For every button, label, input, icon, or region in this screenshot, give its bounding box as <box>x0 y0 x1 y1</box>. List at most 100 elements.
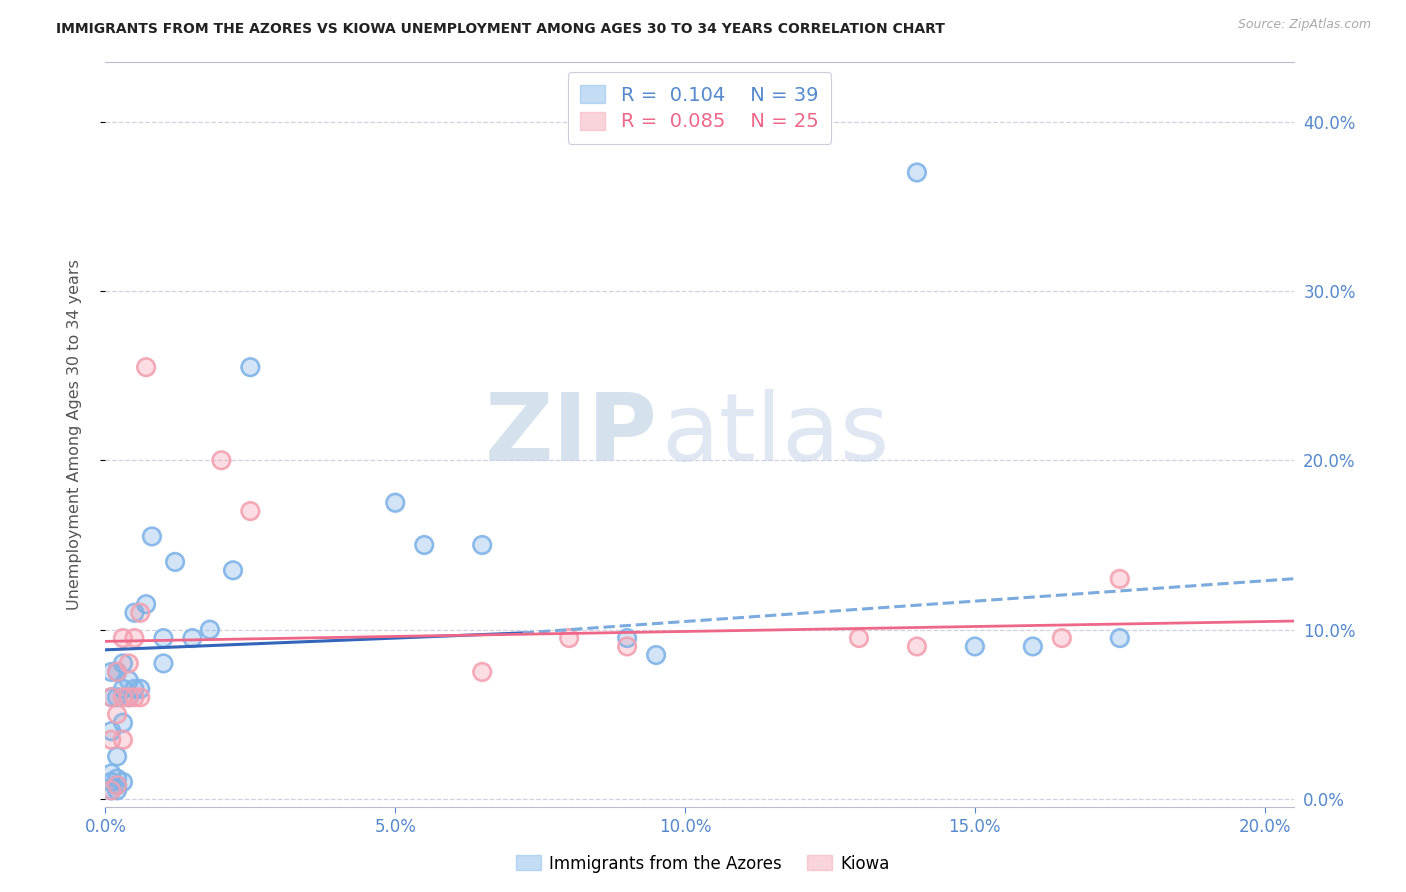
Point <box>124 690 146 705</box>
Point <box>222 563 245 577</box>
Point <box>111 690 134 705</box>
Point <box>100 775 122 789</box>
Point <box>111 681 134 696</box>
Point <box>105 665 128 679</box>
Point <box>117 657 139 671</box>
Point <box>105 665 128 679</box>
Point <box>181 631 204 645</box>
Point <box>111 681 134 696</box>
Point <box>1050 631 1073 645</box>
Point <box>100 783 122 797</box>
Point <box>105 772 128 786</box>
Legend: R =  0.104    N = 39, R =  0.085    N = 25: R = 0.104 N = 39, R = 0.085 N = 25 <box>568 72 831 145</box>
Point <box>100 775 122 789</box>
Point <box>111 715 134 730</box>
Point <box>209 453 232 467</box>
Point <box>111 631 134 645</box>
Point <box>100 783 122 797</box>
Point <box>105 783 128 797</box>
Point <box>141 529 163 543</box>
Point <box>111 775 134 789</box>
Point <box>645 648 668 662</box>
Point <box>105 778 128 792</box>
Point <box>1108 631 1130 645</box>
Point <box>124 606 146 620</box>
Point <box>1108 631 1130 645</box>
Point <box>105 749 128 764</box>
Point <box>905 165 928 179</box>
Point <box>135 360 157 375</box>
Point <box>105 665 128 679</box>
Point <box>152 631 174 645</box>
Point <box>129 681 152 696</box>
Point <box>616 631 638 645</box>
Point <box>100 690 122 705</box>
Point <box>111 657 134 671</box>
Point <box>135 597 157 611</box>
Point <box>1108 572 1130 586</box>
Point <box>124 606 146 620</box>
Point <box>117 690 139 705</box>
Point <box>100 665 122 679</box>
Text: atlas: atlas <box>661 389 890 481</box>
Point <box>100 665 122 679</box>
Point <box>848 631 870 645</box>
Point <box>124 681 146 696</box>
Point <box>209 453 232 467</box>
Point <box>135 360 157 375</box>
Point <box>124 631 146 645</box>
Point <box>105 707 128 722</box>
Point <box>141 529 163 543</box>
Point <box>135 597 157 611</box>
Point <box>105 778 128 792</box>
Point <box>105 707 128 722</box>
Point <box>129 690 152 705</box>
Point <box>384 495 406 509</box>
Point <box>558 631 581 645</box>
Point <box>105 772 128 786</box>
Point <box>105 690 128 705</box>
Point <box>105 665 128 679</box>
Point <box>117 690 139 705</box>
Point <box>645 648 668 662</box>
Point <box>181 631 204 645</box>
Point <box>222 563 245 577</box>
Point <box>1022 640 1045 654</box>
Point <box>124 690 146 705</box>
Point <box>413 538 436 552</box>
Point <box>239 504 262 518</box>
Point <box>117 673 139 688</box>
Point <box>413 538 436 552</box>
Point <box>111 732 134 747</box>
Point <box>100 690 122 705</box>
Point <box>616 640 638 654</box>
Point <box>124 681 146 696</box>
Point <box>152 657 174 671</box>
Point <box>100 690 122 705</box>
Point <box>163 555 186 569</box>
Point <box>100 732 122 747</box>
Point <box>105 783 128 797</box>
Point <box>905 165 928 179</box>
Point <box>558 631 581 645</box>
Point <box>111 631 134 645</box>
Point <box>198 623 221 637</box>
Legend: Immigrants from the Azores, Kiowa: Immigrants from the Azores, Kiowa <box>509 848 897 880</box>
Point <box>905 640 928 654</box>
Point <box>963 640 986 654</box>
Point <box>111 657 134 671</box>
Point <box>616 640 638 654</box>
Point <box>616 631 638 645</box>
Point <box>111 690 134 705</box>
Point <box>152 657 174 671</box>
Point <box>471 665 494 679</box>
Point <box>105 778 128 792</box>
Point <box>239 360 262 375</box>
Point <box>117 673 139 688</box>
Point <box>100 724 122 739</box>
Point <box>163 555 186 569</box>
Point <box>111 715 134 730</box>
Point <box>117 657 139 671</box>
Point <box>100 766 122 780</box>
Point <box>105 690 128 705</box>
